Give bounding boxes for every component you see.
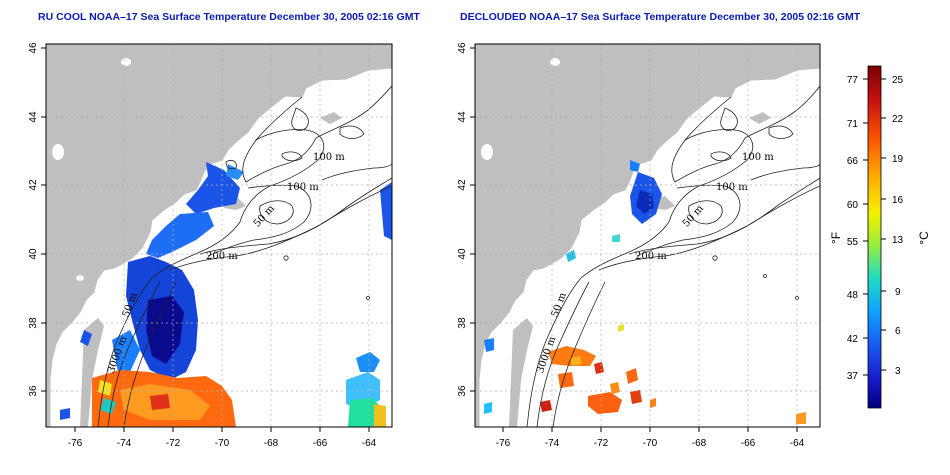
colorbar-f-label: 66 [847,156,859,167]
lat-tick-label: 46 [28,42,39,54]
colorbar-c-label: 16 [892,195,904,206]
lat-tick-label: 46 [457,42,468,54]
sst-patches [60,162,392,427]
right-map: 100 m 100 m 50 m 200 m 50 m 3000 m [457,42,821,449]
lon-tick-label: -70 [643,438,658,449]
colorbar-c-label: 6 [895,326,901,337]
lat-axis: 46 44 42 40 38 36 [28,42,46,397]
colorbar-f-ticks: 77 71 66 60 55 48 42 37 [847,75,868,382]
map-frame [474,43,821,428]
lake [76,275,84,281]
colorbar-c-label: 22 [892,114,904,125]
right-map-title: DECLOUDED NOAA–17 Sea Surface Temperatur… [460,11,861,23]
lon-tick-label: -66 [741,438,756,449]
colorbar-gradient [867,65,882,409]
land-island [749,112,771,124]
contour-label: 50 m [550,291,569,319]
lat-tick-label: 40 [457,248,468,260]
lat-tick-label: 38 [457,317,468,329]
colorbar-f-label: 48 [847,290,859,301]
land-mass [46,44,392,427]
land-island [320,112,342,124]
map-frame [45,43,393,428]
lat-tick-label: 40 [28,248,39,260]
lon-axis: -76 -74 -72 -70 -68 -66 -64 [68,427,377,449]
colorbar-c-label: 13 [892,235,904,246]
lon-tick-label: -74 [545,438,560,449]
lat-tick-label: 42 [457,179,468,191]
lon-tick-label: -68 [692,438,707,449]
colorbar-f-label: 71 [847,119,859,130]
colorbar-f-label: 60 [847,200,859,211]
colorbar-c-ticks: 25 22 19 16 13 9 6 3 [881,75,904,377]
contour-label: 200 m [206,251,238,262]
graticule [475,44,820,427]
colorbar: 77 71 66 60 55 48 42 37 25 22 19 16 13 9… [829,65,931,409]
lon-tick-label: -64 [362,438,377,449]
sst-patches [484,160,806,424]
left-map: 100 m 100 m 50 m 200 m 50 m 3000 m [28,42,393,449]
land-peninsula [80,318,104,427]
bathymetry-contours [97,85,392,427]
lat-tick-label: 38 [28,317,39,329]
colorbar-f-label: 37 [847,371,859,382]
lat-axis: 46 44 42 40 38 36 [457,42,475,397]
land-mass [475,44,820,427]
lake [550,58,560,66]
contour-label: 50 m [252,203,278,230]
lake [52,144,64,160]
colorbar-c-label: 9 [895,287,901,298]
lon-tick-label: -72 [594,438,609,449]
lon-tick-label: -70 [215,438,230,449]
colorbar-f-label: 42 [847,334,859,345]
contour-label: 100 m [313,152,345,163]
lon-tick-label: -64 [790,438,805,449]
lon-tick-label: -74 [117,438,132,449]
lat-tick-label: 42 [28,179,39,191]
graticule [46,44,392,427]
lat-tick-label: 36 [457,385,468,397]
contour-label: 100 m [742,152,774,163]
lake [121,58,131,66]
colorbar-f-label: 77 [847,75,859,86]
lon-tick-label: -72 [166,438,181,449]
lon-tick-label: -76 [68,438,83,449]
lat-tick-label: 44 [28,111,39,123]
contour-label: 200 m [635,251,667,262]
colorbar-c-label: 3 [895,366,901,377]
lake [481,144,493,160]
lon-tick-label: -68 [264,438,279,449]
contour-label: 50 m [681,203,707,230]
colorbar-f-label: 55 [847,237,859,248]
lat-tick-label: 36 [28,385,39,397]
lon-tick-label: -66 [313,438,328,449]
colorbar-unit-celsius: °C [917,231,931,245]
lat-tick-label: 44 [457,111,468,123]
left-map-title: RU COOL NOAA–17 Sea Surface Temperature … [38,11,420,23]
land-peninsula [509,318,533,427]
colorbar-unit-fahrenheit: °F [829,232,843,244]
colorbar-c-label: 25 [892,75,904,86]
contour-label: 100 m [287,182,319,193]
contour-label: 100 m [716,182,748,193]
lon-tick-label: -76 [496,438,511,449]
colorbar-c-label: 19 [892,154,904,165]
lon-axis: -76 -74 -72 -70 -68 -66 -64 [496,427,805,449]
